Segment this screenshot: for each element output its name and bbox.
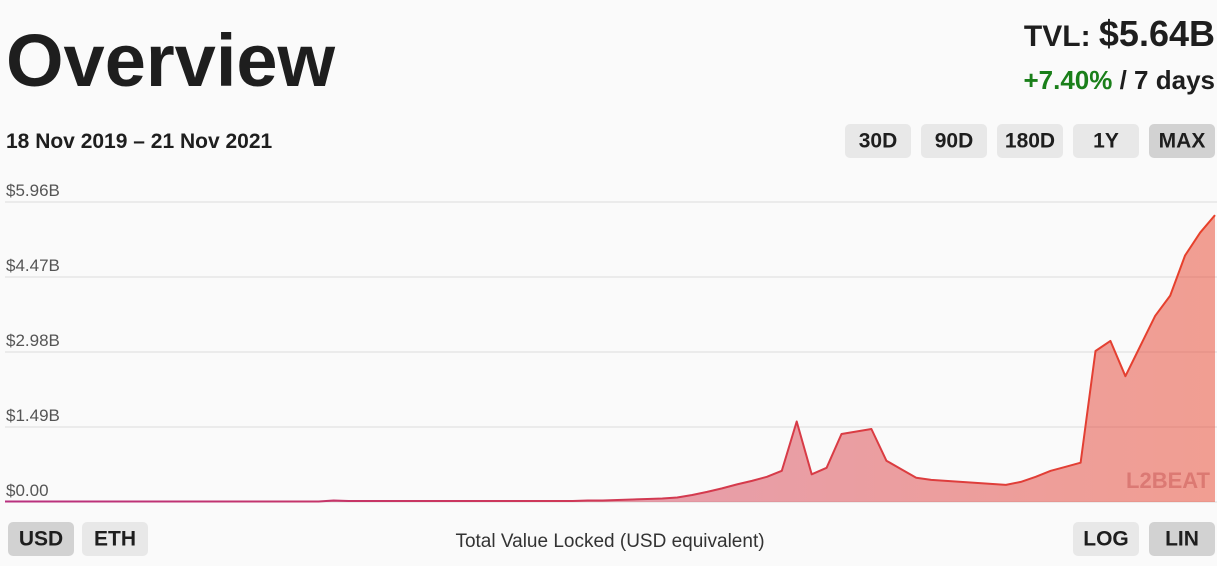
button[interactable]: LIN (1149, 522, 1215, 556)
tvl-label: TVL: (1024, 20, 1091, 53)
button-label[interactable]: 90D (935, 130, 974, 153)
button-bg[interactable] (845, 124, 911, 158)
button-label[interactable]: 1Y (1093, 130, 1119, 153)
button[interactable]: 180D (997, 124, 1063, 158)
button-bg[interactable] (1073, 124, 1139, 158)
button-bg[interactable] (997, 124, 1063, 158)
change: +7.40% (1023, 65, 1112, 95)
button-bg[interactable] (82, 522, 148, 556)
button-bg[interactable] (1073, 522, 1139, 556)
button[interactable]: ETH (82, 522, 148, 556)
tvl: TVL: $5.64B (1024, 13, 1215, 54)
page-title: Overview (6, 19, 336, 102)
button-bg[interactable] (1149, 124, 1215, 158)
button-label[interactable]: ETH (94, 528, 136, 551)
button-bg[interactable] (921, 124, 987, 158)
button-label[interactable]: 30D (859, 130, 898, 153)
x-axis-label: Total Value Locked (USD equivalent) (455, 531, 764, 552)
change-period: / 7 days (1120, 65, 1215, 95)
button[interactable]: MAX (1149, 124, 1215, 158)
button-label[interactable]: 180D (1005, 130, 1055, 153)
y-tick-label: $5.96B (6, 181, 60, 200)
button-label[interactable]: USD (19, 528, 63, 551)
button-label[interactable]: LOG (1083, 528, 1129, 551)
button-bg[interactable] (8, 522, 74, 556)
y-tick-label: $4.47B (6, 256, 60, 275)
button-label[interactable]: LIN (1165, 528, 1199, 551)
button-bg[interactable] (1149, 522, 1215, 556)
tvl-change: +7.40% / 7 days (1023, 65, 1215, 95)
tvl-value: $5.64B (1099, 13, 1215, 54)
area (5, 215, 1215, 502)
button[interactable]: USD (8, 522, 74, 556)
line (5, 214, 1216, 503)
y-tick-label: $0.00 (6, 481, 49, 500)
button[interactable]: LOG (1073, 522, 1139, 556)
y-tick-label: $2.98B (6, 331, 60, 350)
button[interactable]: 1Y (1073, 124, 1139, 158)
button[interactable]: 30D (845, 124, 911, 158)
button[interactable]: 90D (921, 124, 987, 158)
date-range: 18 Nov 2019 – 21 Nov 2021 (6, 130, 273, 153)
y-tick-label: $1.49B (6, 406, 60, 425)
button-label[interactable]: MAX (1159, 130, 1206, 153)
